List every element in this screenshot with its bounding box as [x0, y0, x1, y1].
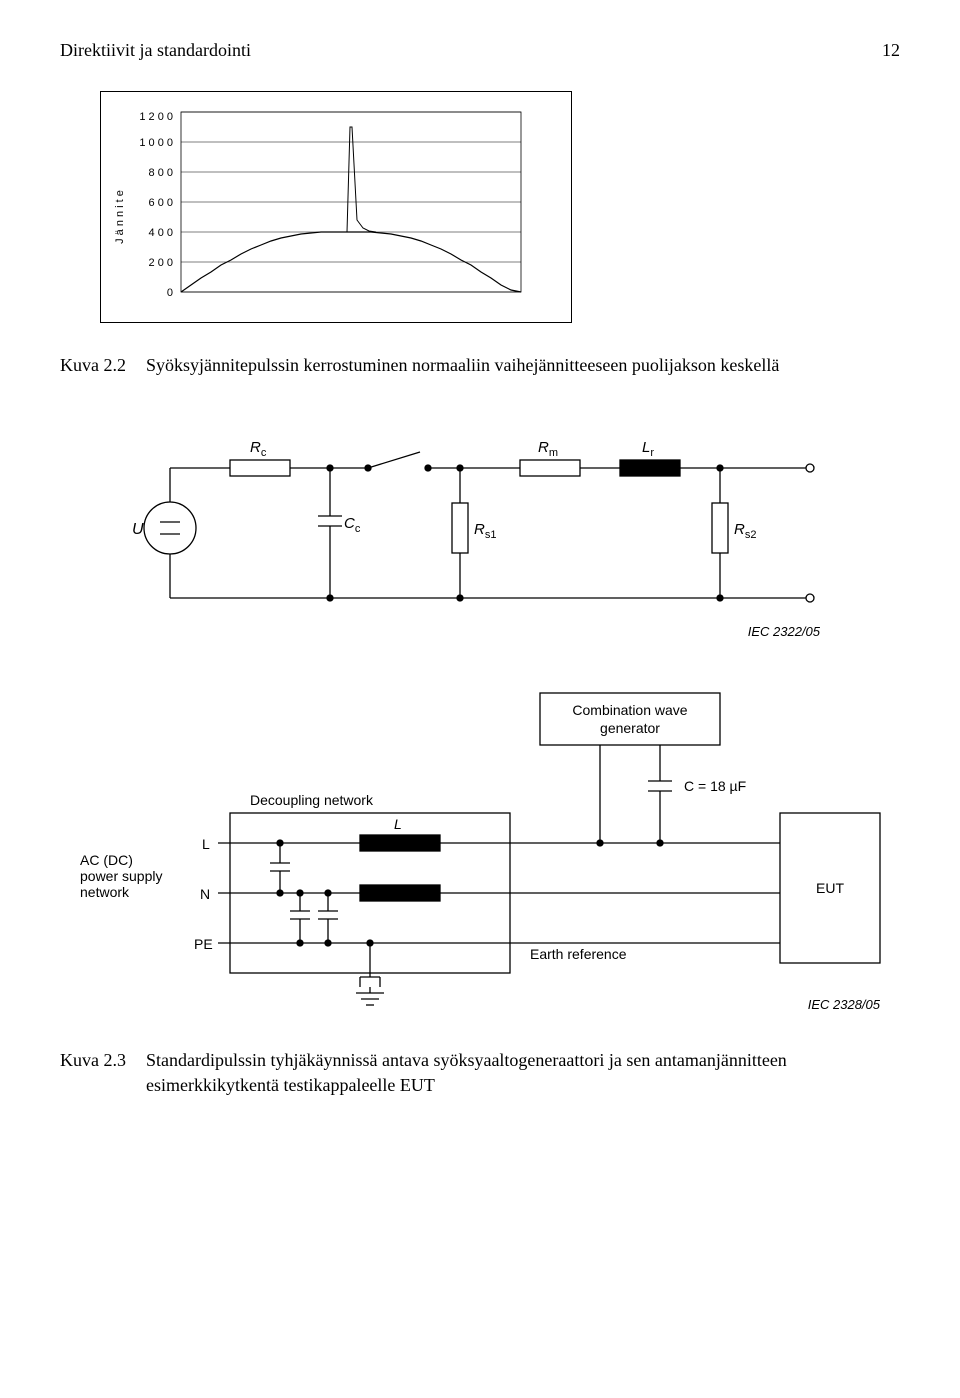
- lbl-decoupling: Decoupling network: [250, 792, 374, 808]
- section-title: Direktiivit ja standardointi: [60, 40, 251, 61]
- lbl-Rc: Rc: [250, 439, 267, 459]
- circuit-svg: U Rc Cc: [120, 418, 840, 648]
- lbl-Lind: L: [394, 816, 402, 832]
- ytick-4: 8 0 0: [149, 167, 173, 179]
- lbl-combination-1: Combination wave: [572, 702, 687, 718]
- lbl-Rs1: Rs1: [474, 521, 496, 541]
- lbl-supply-3: network: [80, 884, 130, 900]
- ytick-5: 1 0 0 0: [139, 137, 173, 149]
- lbl-Lr: Lr: [642, 439, 654, 459]
- lbl-combination-2: generator: [600, 720, 660, 736]
- ytick-3: 6 0 0: [149, 197, 173, 209]
- iec-tag-2: IEC 2328/05: [808, 997, 881, 1012]
- lbl-supply-2: power supply: [80, 868, 163, 884]
- lbl-L: L: [202, 836, 210, 852]
- ytick-6: 1 2 0 0: [139, 111, 173, 123]
- ytick-2: 4 0 0: [149, 227, 173, 239]
- surge-generator-circuit: U Rc Cc: [120, 418, 900, 653]
- y-axis-label: J ä n n i t e: [114, 190, 126, 244]
- ytick-0: 0: [167, 287, 173, 299]
- lbl-Rm: Rm: [538, 439, 558, 459]
- lbl-eut: EUT: [816, 880, 844, 896]
- lbl-cap: C = 18 µF: [684, 778, 746, 794]
- caption-text: Syöksyjännitepulssin kerrostuminen norma…: [146, 353, 779, 378]
- lbl-earth: Earth reference: [530, 946, 627, 962]
- lbl-Rs2: Rs2: [734, 521, 756, 541]
- test-setup-diagram: Combination wave generator C = 18 µF Dec…: [60, 683, 900, 1028]
- caption-label: Kuva 2.3: [60, 1048, 126, 1098]
- page-header: Direktiivit ja standardointi 12: [60, 40, 900, 61]
- diagram2-svg: Combination wave generator C = 18 µF Dec…: [60, 683, 900, 1023]
- iec-tag-1: IEC 2322/05: [748, 624, 821, 639]
- spike-trace: [347, 127, 376, 232]
- lbl-Cc: Cc: [344, 515, 361, 535]
- lbl-PE: PE: [194, 936, 213, 952]
- figure-caption-2-2: Kuva 2.2 Syöksyjännitepulssin kerrostumi…: [60, 353, 900, 378]
- ytick-1: 2 0 0: [149, 257, 173, 269]
- caption-label: Kuva 2.2: [60, 353, 126, 378]
- lbl-N: N: [200, 886, 210, 902]
- chart-svg: J ä n n i t e 0 2: [111, 102, 531, 312]
- caption-text: Standardipulssin tyhjäkäynnissä antava s…: [146, 1048, 900, 1098]
- voltage-chart: J ä n n i t e 0 2: [100, 91, 572, 323]
- figure-caption-2-3: Kuva 2.3 Standardipulssin tyhjäkäynnissä…: [60, 1048, 900, 1098]
- page-number: 12: [882, 40, 900, 61]
- lbl-supply-1: AC (DC): [80, 852, 133, 868]
- lbl-U: U: [132, 521, 144, 538]
